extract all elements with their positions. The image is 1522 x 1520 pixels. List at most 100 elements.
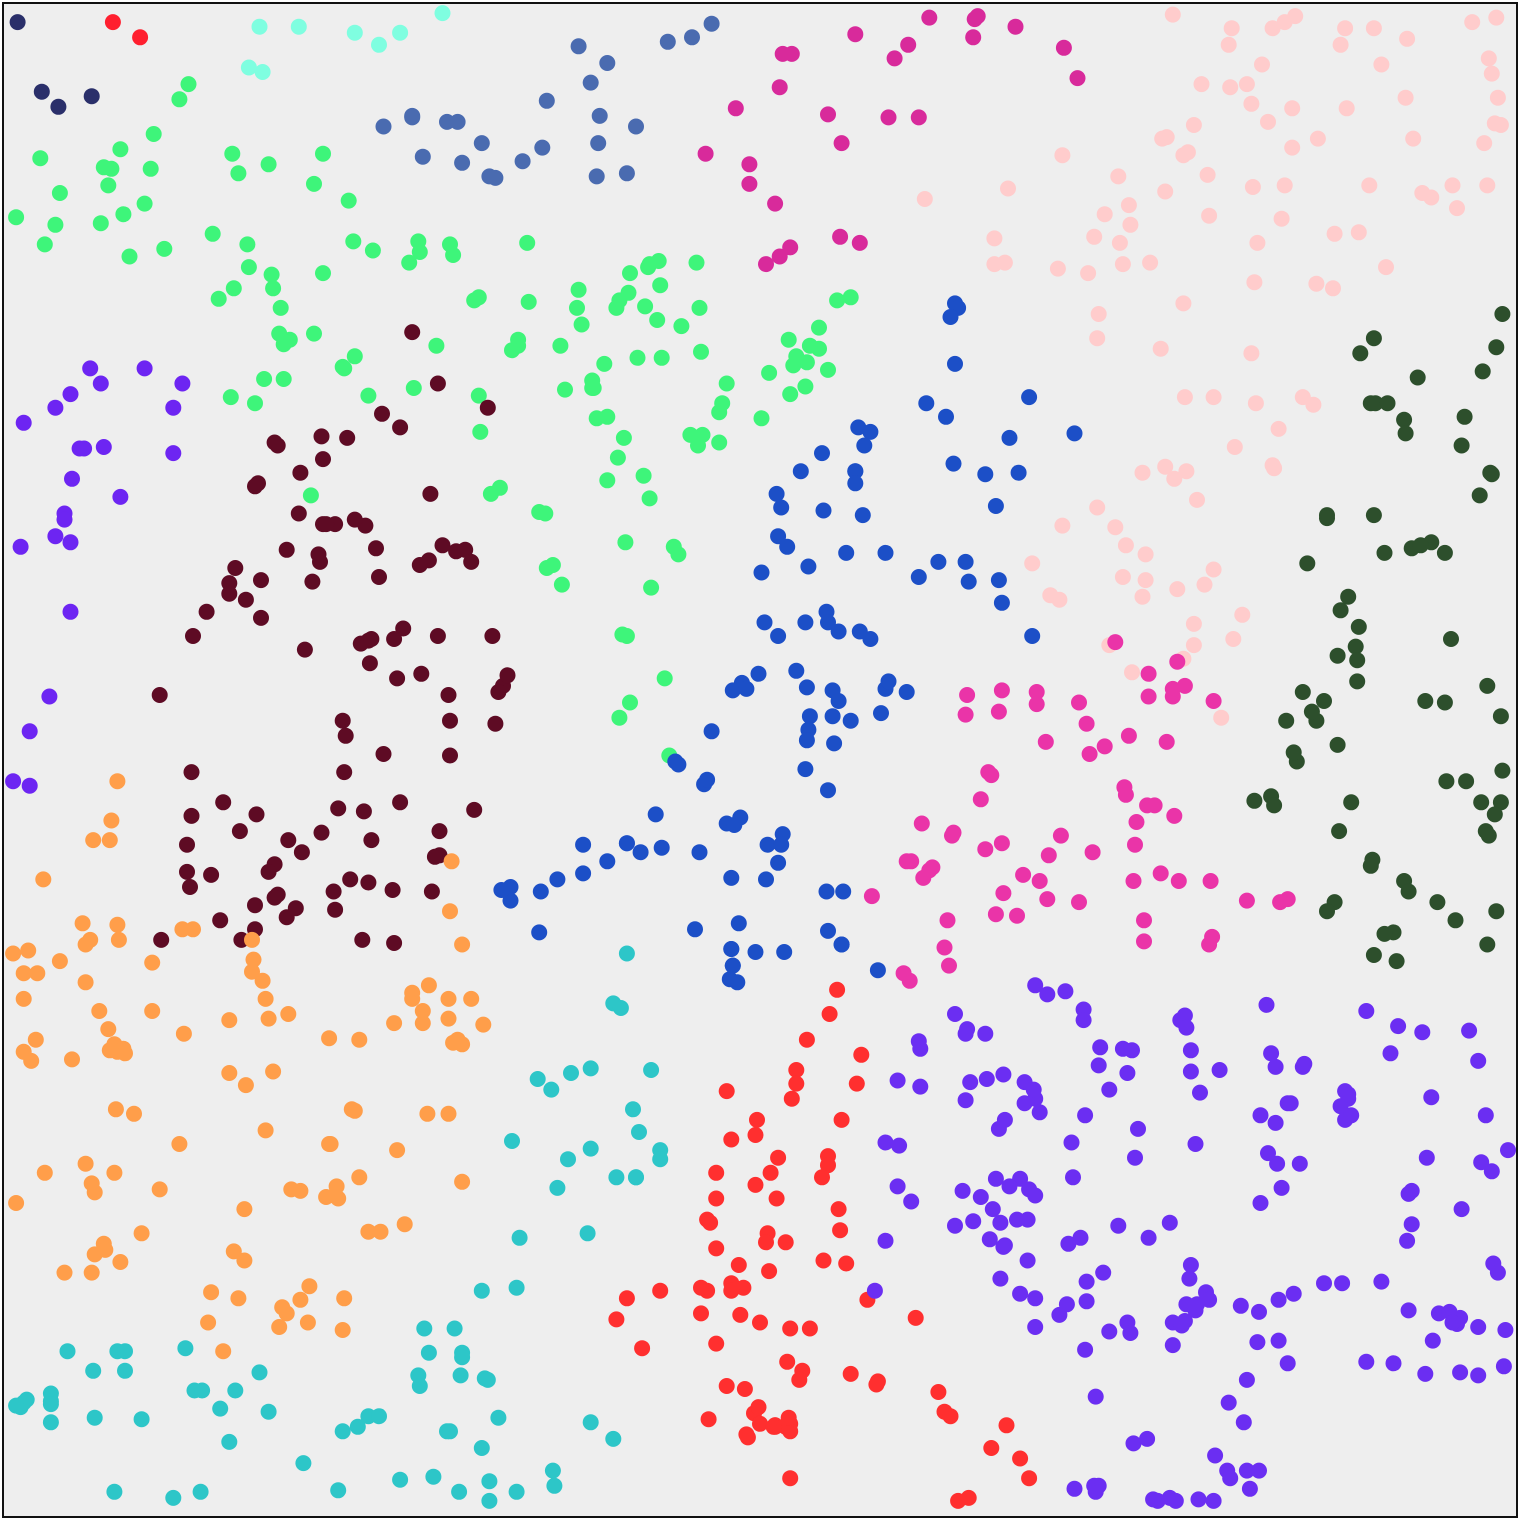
scatter-point — [758, 256, 774, 273]
scatter-point — [1238, 76, 1255, 93]
scatter-point — [386, 1015, 403, 1032]
data-points — [5, 5, 1516, 1509]
scatter-point — [1436, 694, 1453, 711]
scatter-point — [913, 815, 930, 832]
scatter-point — [295, 1455, 312, 1472]
scatter-point — [863, 888, 880, 905]
scatter-point — [423, 883, 440, 900]
scatter-point — [1120, 727, 1137, 744]
scatter-point — [237, 1077, 254, 1094]
scatter-point — [903, 1193, 920, 1210]
scatter-point — [236, 1252, 253, 1269]
scatter-point — [442, 1423, 458, 1440]
scatter-point — [290, 18, 307, 35]
scatter-point — [1453, 1201, 1470, 1218]
scatter-point — [965, 29, 982, 46]
scatter-point — [1078, 715, 1095, 732]
scatter-point — [726, 817, 743, 833]
scatter-point — [563, 1065, 579, 1081]
scatter-point — [1167, 1492, 1184, 1509]
scatter-point — [1337, 20, 1354, 37]
scatter-point — [426, 848, 443, 865]
scatter-point — [1243, 95, 1260, 112]
scatter-point — [221, 1433, 238, 1450]
scatter-point — [313, 428, 330, 445]
scatter-point — [253, 572, 269, 589]
scatter-point — [694, 426, 711, 443]
scatter-point — [608, 1311, 625, 1328]
scatter-point — [103, 160, 120, 177]
scatter-point — [898, 853, 915, 870]
scatter-point — [1140, 688, 1157, 705]
scatter-point — [112, 488, 129, 505]
scatter-point — [86, 1246, 103, 1263]
scatter-point — [596, 355, 613, 372]
scatter-point — [714, 395, 731, 412]
scatter-point — [584, 372, 601, 389]
scatter-point — [413, 665, 430, 682]
scatter-point — [1456, 408, 1473, 425]
scatter-point — [304, 573, 321, 590]
scatter-point — [336, 360, 353, 377]
scatter-point — [811, 340, 827, 357]
scatter-point — [553, 576, 570, 593]
scatter-point — [981, 1231, 998, 1248]
scatter-point — [995, 1238, 1012, 1255]
scatter-point — [1349, 673, 1366, 690]
scatter-point — [1111, 234, 1128, 251]
scatter-point — [1285, 1285, 1302, 1302]
scatter-point — [880, 673, 897, 690]
scatter-point — [315, 145, 331, 162]
scatter-point — [628, 1169, 644, 1186]
scatter-point — [203, 1284, 220, 1301]
scatter-point — [1199, 166, 1216, 183]
scatter-point — [83, 1264, 100, 1281]
scatter-point — [983, 1440, 1000, 1456]
scatter-point — [549, 871, 566, 888]
scatter-point — [1252, 1195, 1269, 1211]
scatter-point — [699, 771, 716, 788]
scatter-point — [1182, 1063, 1199, 1080]
scatter-point — [891, 1137, 908, 1154]
scatter-point — [248, 806, 265, 823]
scatter-point — [1025, 1081, 1042, 1098]
scatter-point — [1479, 936, 1496, 953]
scatter-point — [1128, 814, 1145, 830]
scatter-point — [15, 414, 32, 431]
scatter-point — [414, 1015, 431, 1032]
scatter-point — [738, 1426, 755, 1443]
scatter-point — [1400, 1302, 1417, 1319]
scatter-point — [392, 419, 409, 436]
scatter-point — [254, 64, 271, 80]
scatter-point — [1154, 130, 1171, 147]
scatter-point — [868, 1376, 885, 1393]
scatter-point — [221, 1012, 238, 1029]
scatter-point — [993, 682, 1010, 699]
scatter-point — [368, 540, 384, 557]
scatter-point — [673, 318, 690, 335]
scatter-point — [1189, 491, 1205, 508]
scatter-point — [9, 14, 26, 31]
scatter-point — [1397, 89, 1414, 106]
scatter-point — [200, 1314, 217, 1331]
scatter-point — [915, 869, 932, 886]
scatter-point — [1071, 694, 1087, 711]
scatter-point — [538, 560, 555, 576]
scatter-point — [770, 528, 787, 545]
scatter-point — [977, 1025, 994, 1042]
scatter-point — [820, 782, 836, 799]
scatter-point — [142, 160, 159, 177]
scatter-point — [1176, 389, 1193, 406]
scatter-point — [440, 990, 457, 1007]
scatter-point — [877, 1134, 894, 1151]
scatter-point — [1066, 425, 1083, 442]
scatter-point — [440, 687, 457, 703]
scatter-point — [1246, 274, 1263, 291]
scatter-point — [821, 1006, 838, 1022]
scatter-point — [442, 712, 458, 729]
scatter-point — [947, 1217, 963, 1234]
scatter-point — [912, 1078, 929, 1095]
scatter-point — [993, 835, 1010, 852]
scatter-point — [1000, 180, 1016, 197]
scatter-point — [605, 1430, 622, 1447]
